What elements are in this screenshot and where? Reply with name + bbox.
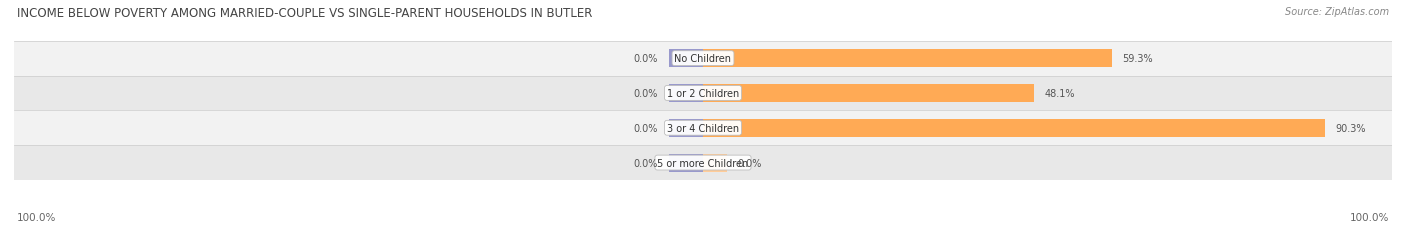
Text: 1 or 2 Children: 1 or 2 Children bbox=[666, 88, 740, 99]
Text: INCOME BELOW POVERTY AMONG MARRIED-COUPLE VS SINGLE-PARENT HOUSEHOLDS IN BUTLER: INCOME BELOW POVERTY AMONG MARRIED-COUPL… bbox=[17, 7, 592, 20]
Text: 48.1%: 48.1% bbox=[1045, 88, 1076, 99]
Bar bbox=[14, 76, 1392, 111]
Text: 90.3%: 90.3% bbox=[1336, 123, 1367, 133]
Text: 0.0%: 0.0% bbox=[738, 158, 762, 168]
Text: 0.0%: 0.0% bbox=[634, 88, 658, 99]
Text: 100.0%: 100.0% bbox=[17, 212, 56, 222]
Bar bbox=[14, 111, 1392, 146]
Text: 100.0%: 100.0% bbox=[1350, 212, 1389, 222]
Bar bbox=[14, 42, 1392, 76]
Text: 5 or more Children: 5 or more Children bbox=[658, 158, 748, 168]
Bar bbox=[669, 50, 703, 68]
Text: 0.0%: 0.0% bbox=[634, 158, 658, 168]
Bar bbox=[703, 85, 1035, 103]
Bar bbox=[14, 146, 1392, 180]
Bar bbox=[669, 154, 703, 172]
Text: 0.0%: 0.0% bbox=[634, 54, 658, 64]
Bar bbox=[703, 50, 1112, 68]
Text: 0.0%: 0.0% bbox=[634, 123, 658, 133]
Text: No Children: No Children bbox=[675, 54, 731, 64]
Bar bbox=[703, 119, 1324, 137]
Bar bbox=[669, 119, 703, 137]
Text: 3 or 4 Children: 3 or 4 Children bbox=[666, 123, 740, 133]
Text: Source: ZipAtlas.com: Source: ZipAtlas.com bbox=[1285, 7, 1389, 17]
Text: 59.3%: 59.3% bbox=[1122, 54, 1153, 64]
Bar bbox=[703, 154, 727, 172]
Bar bbox=[669, 85, 703, 103]
